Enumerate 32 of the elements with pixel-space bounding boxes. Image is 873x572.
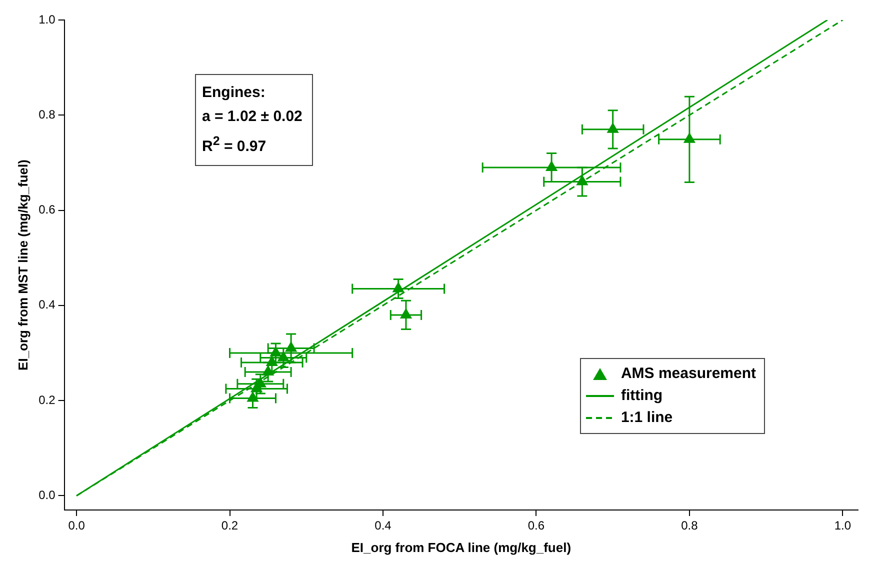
y-tick-label: 1.0 [38,12,56,26]
y-axis-title: EI_org from MST line (mg/kg_fuel) [15,160,30,370]
point [607,122,619,133]
point [546,160,558,171]
x-tick-label: 0.8 [681,518,698,533]
point [270,346,282,357]
point [684,132,696,143]
y-tick-label: 0.0 [38,488,56,502]
legend-label: AMS measurement [620,364,756,384]
x-tick-label: 0.4 [374,518,392,533]
x-tick-label: 1.0 [834,518,852,533]
y-tick-label: 0.6 [38,202,56,217]
x-axis-title: EI_org from FOCA line (mg/kg_fuel) [351,540,572,555]
annotation: R$^{2}$ = 0.97 [202,133,268,157]
point [576,175,588,186]
x-tick-label: 0.2 [221,518,238,533]
point [400,308,412,318]
y-tick-label: 0.4 [38,298,56,312]
point [392,282,404,292]
x-tick-label: 0.0 [68,518,86,533]
legend-label: 1:1 line [620,408,673,428]
point [262,366,274,376]
annotation: Engines: [202,83,266,103]
legend-label: fitting [620,386,663,406]
y-tick-label: 0.8 [38,107,56,122]
point [266,356,278,366]
point [285,342,297,352]
point [247,392,258,402]
x-tick-label: 0.6 [528,518,545,533]
annotation: a = 1.02 ± 0.02 [202,107,302,127]
y-tick-label: 0.2 [38,392,56,407]
point [278,351,290,362]
